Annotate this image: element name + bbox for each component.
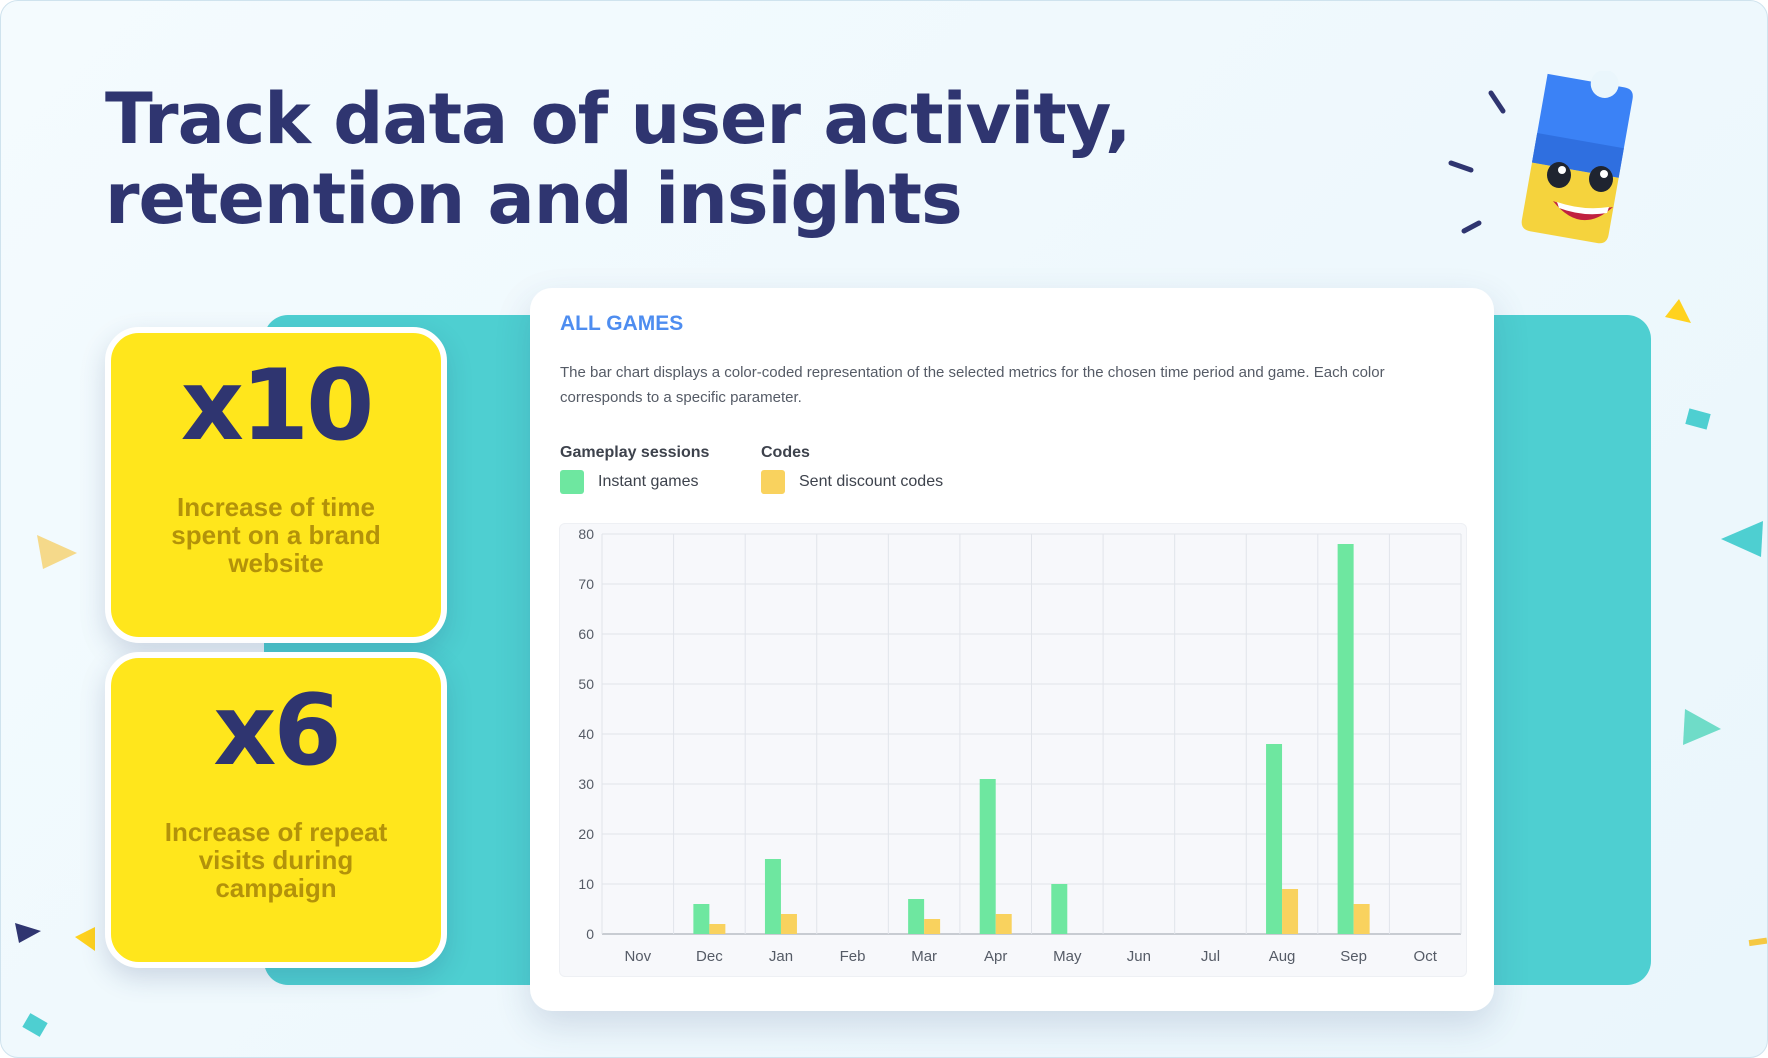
bar-sent-discount-codes [1353, 904, 1370, 934]
bar-instant-games [1266, 744, 1283, 934]
x-tick-label: Jun [1127, 948, 1151, 965]
confetti-triangle-icon [1683, 709, 1721, 745]
x-tick-label: Oct [1414, 948, 1438, 965]
x-tick-label: Mar [911, 948, 937, 965]
bar-instant-games [693, 904, 710, 934]
legend-label: Sent discount codes [799, 473, 944, 490]
x-tick-label: Nov [624, 948, 651, 965]
bar-instant-games [1337, 544, 1354, 934]
bar-sent-discount-codes [709, 924, 726, 934]
stat-card: x10 Increase of time spent on a brand we… [105, 327, 447, 643]
bar-instant-games [764, 859, 781, 934]
headline-line-2: retention and insights [105, 158, 963, 240]
x-tick-label: Dec [696, 948, 723, 965]
bar-sent-discount-codes [1282, 889, 1299, 934]
bar-instant-games [1051, 884, 1068, 934]
chart-card: ALL GAMES The bar chart displays a color… [530, 288, 1494, 1011]
confetti-triangle-icon [1721, 521, 1763, 557]
legend-group-codes: Codes Sent discount codes [761, 444, 943, 494]
legend-group-title: Codes [761, 444, 810, 461]
confetti-triangle-icon [37, 535, 77, 569]
bar-sent-discount-codes [924, 919, 941, 934]
ticket-mascot-icon [1448, 71, 1633, 244]
y-tick-label: 70 [578, 576, 594, 592]
stat-card: x6 Increase of repeat visits during camp… [105, 652, 447, 968]
x-tick-label: Aug [1269, 948, 1296, 965]
chart-title: ALL GAMES [560, 312, 684, 335]
bar-instant-games [908, 899, 925, 934]
legend-group-title: Gameplay sessions [560, 444, 710, 461]
y-tick-label: 20 [578, 826, 594, 842]
x-tick-label: Apr [984, 948, 1007, 965]
x-tick-label: Feb [840, 948, 866, 965]
legend-label: Instant games [598, 473, 699, 490]
confetti-square-icon [22, 1013, 48, 1037]
stat-value: x10 [180, 349, 375, 463]
x-tick-label: Jan [769, 948, 793, 965]
x-tick-label: Jul [1201, 948, 1220, 965]
legend-group-sessions: Gameplay sessions Instant games [560, 444, 709, 494]
stat-value: x6 [213, 674, 341, 788]
confetti-triangle-icon [75, 927, 95, 951]
confetti-square-icon [1748, 937, 1767, 947]
bar-sent-discount-codes [995, 914, 1012, 934]
y-tick-label: 30 [578, 776, 594, 792]
stat-description: Increase of repeat visits during campaig… [164, 817, 388, 903]
legend-item-sent-discount-codes[interactable]: Sent discount codes [761, 470, 943, 494]
bar-sent-discount-codes [780, 914, 797, 934]
bar-instant-games [979, 779, 996, 934]
chart-description: The bar chart displays a color-coded rep… [560, 364, 1385, 406]
bar-chart: 0 10 20 30 40 50 60 70 80 Nov Dec Jan Feb Mar Apr May Ju… [559, 523, 1467, 977]
confetti-square-icon [1685, 408, 1711, 430]
y-tick-label: 0 [586, 926, 594, 942]
y-tick-label: 40 [578, 726, 594, 742]
y-tick-label: 80 [578, 526, 594, 542]
x-tick-label: Sep [1340, 948, 1367, 965]
headline: Track data of user activity, retention a… [105, 79, 1131, 239]
y-tick-label: 10 [578, 876, 594, 892]
confetti-triangle-icon [15, 923, 41, 943]
y-tick-label: 60 [578, 626, 594, 642]
stat-description: Increase of time spent on a brand websit… [171, 492, 381, 578]
x-tick-label: May [1053, 948, 1082, 965]
confetti-triangle-icon [1665, 299, 1691, 323]
legend-item-instant-games[interactable]: Instant games [560, 470, 709, 494]
legend-swatch [560, 470, 584, 494]
legend-swatch [761, 470, 785, 494]
headline-line-1: Track data of user activity, [105, 78, 1131, 160]
y-tick-label: 50 [578, 676, 594, 692]
